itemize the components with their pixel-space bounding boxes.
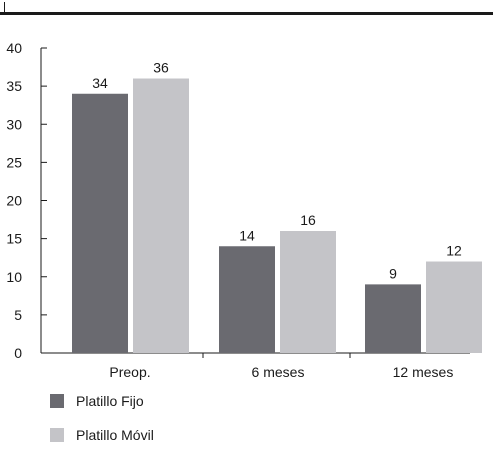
data-label-1-0: 34 — [92, 75, 108, 91]
legend-item-series-1: Platillo Fijo — [50, 392, 154, 410]
y-tick-label-6: 30 — [6, 116, 22, 132]
y-tick-label-1: 5 — [14, 307, 22, 323]
y-tick-label-7: 35 — [6, 78, 22, 94]
legend-item-series-2: Platillo Móvil — [50, 426, 154, 444]
y-tick-label-0: 0 — [14, 345, 22, 361]
header-rule — [0, 12, 493, 15]
legend-label-series-1: Platillo Fijo — [76, 393, 144, 409]
bar-2-2 — [426, 261, 482, 353]
x-category-label-2: 12 meses — [393, 364, 454, 380]
bar-2-0 — [133, 78, 189, 353]
bar-1-0 — [72, 93, 128, 353]
data-label-2-0: 36 — [153, 60, 169, 76]
header-tick — [4, 2, 5, 12]
data-label-2-1: 16 — [300, 212, 316, 228]
bar-1-2 — [365, 284, 421, 353]
y-tick-label-2: 10 — [6, 269, 22, 285]
y-tick-label-5: 25 — [6, 154, 22, 170]
legend: Platillo Fijo Platillo Móvil — [50, 392, 154, 460]
x-category-label-0: Preop. — [109, 364, 150, 380]
legend-label-series-2: Platillo Móvil — [76, 427, 154, 443]
bar-chart: 0 5 10 15 20 25 30 35 40 34 36 Preop. 14 16 6 meses 9 12… — [6, 40, 482, 380]
bar-2-1 — [280, 231, 336, 353]
y-tick-label-4: 20 — [6, 193, 22, 209]
y-tick-label-3: 15 — [6, 231, 22, 247]
legend-swatch-series-1 — [50, 394, 64, 408]
data-label-1-1: 14 — [239, 227, 255, 243]
data-label-2-2: 12 — [446, 243, 462, 259]
x-category-label-1: 6 meses — [252, 364, 305, 380]
legend-swatch-series-2 — [50, 428, 64, 442]
data-label-1-2: 9 — [389, 265, 397, 281]
bar-1-1 — [219, 246, 275, 353]
y-tick-label-8: 40 — [6, 40, 22, 56]
